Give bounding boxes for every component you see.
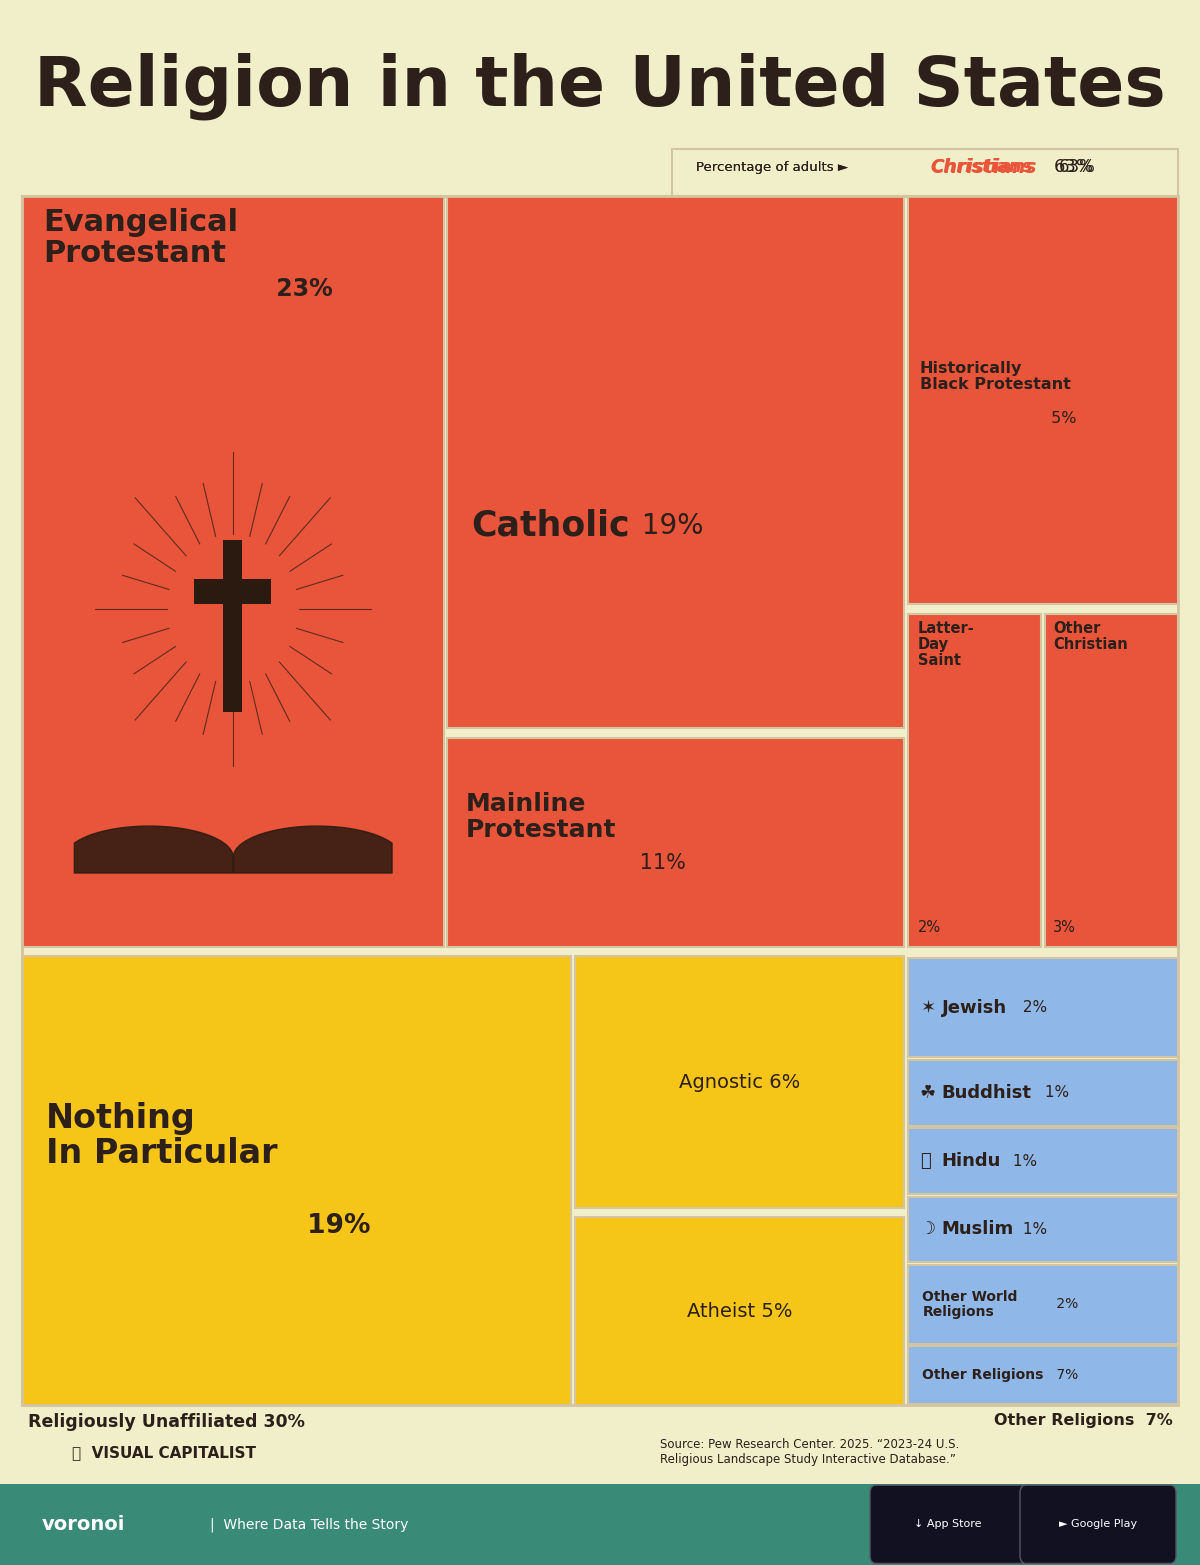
Bar bbox=[575, 956, 905, 1208]
Text: ☘: ☘ bbox=[920, 1085, 936, 1102]
Text: Religiously Unaffiliated 30%: Religiously Unaffiliated 30% bbox=[28, 1413, 305, 1432]
Bar bbox=[908, 1197, 1178, 1263]
Text: 🎭  VISUAL CAPITALIST: 🎭 VISUAL CAPITALIST bbox=[72, 1444, 256, 1460]
Bar bbox=[908, 1265, 1178, 1344]
Text: Agnostic 6%: Agnostic 6% bbox=[679, 1072, 800, 1091]
Text: 5%: 5% bbox=[1046, 412, 1076, 426]
Text: 1%: 1% bbox=[1019, 1222, 1048, 1236]
Bar bbox=[22, 956, 571, 1405]
Text: Nothing
In Particular: Nothing In Particular bbox=[46, 1102, 277, 1169]
Text: Other Religions: Other Religions bbox=[923, 1368, 1044, 1382]
Text: ॐ: ॐ bbox=[920, 1152, 931, 1171]
Text: 2%: 2% bbox=[1019, 1000, 1048, 1016]
Text: Jewish: Jewish bbox=[942, 998, 1007, 1017]
Text: 63%: 63% bbox=[1058, 158, 1096, 177]
FancyBboxPatch shape bbox=[870, 1485, 1026, 1563]
Text: Other World
Religions: Other World Religions bbox=[923, 1290, 1018, 1319]
Bar bbox=[194, 579, 271, 604]
Text: ↓ App Store: ↓ App Store bbox=[914, 1520, 982, 1529]
Bar bbox=[0, 1484, 1200, 1565]
Text: 7%: 7% bbox=[1052, 1368, 1079, 1382]
Bar bbox=[1045, 613, 1178, 947]
Text: Christians: Christians bbox=[930, 158, 1032, 177]
Text: 3%: 3% bbox=[1054, 920, 1076, 934]
Text: Other Religions  7%: Other Religions 7% bbox=[994, 1413, 1172, 1429]
Bar bbox=[22, 196, 444, 947]
Bar bbox=[908, 196, 1178, 604]
Text: Source: Pew Research Center. 2025. “2023-24 U.S.
Religious Landscape Study Inter: Source: Pew Research Center. 2025. “2023… bbox=[660, 1438, 959, 1466]
Text: Latter-
Day
Saint: Latter- Day Saint bbox=[918, 621, 974, 668]
Bar bbox=[908, 1346, 1178, 1404]
Text: ► Google Play: ► Google Play bbox=[1058, 1520, 1138, 1529]
Text: voronoi: voronoi bbox=[42, 1515, 125, 1534]
Polygon shape bbox=[672, 149, 1178, 196]
Text: Percentage of adults ►: Percentage of adults ► bbox=[696, 161, 848, 174]
Text: Mainline
Protestant: Mainline Protestant bbox=[466, 792, 616, 842]
Text: Buddhist: Buddhist bbox=[942, 1085, 1032, 1102]
Text: Catholic: Catholic bbox=[472, 509, 630, 543]
Bar bbox=[22, 196, 1178, 1405]
Bar bbox=[448, 737, 905, 947]
Bar bbox=[223, 540, 242, 712]
Bar bbox=[908, 613, 1042, 947]
Text: ✶: ✶ bbox=[920, 998, 935, 1017]
Text: Muslim: Muslim bbox=[942, 1221, 1014, 1238]
Text: 11%: 11% bbox=[634, 853, 686, 873]
Text: 63%: 63% bbox=[1054, 158, 1093, 177]
Text: Percentage of adults ►: Percentage of adults ► bbox=[696, 161, 848, 174]
Text: Other
Christian: Other Christian bbox=[1054, 621, 1128, 653]
Bar bbox=[448, 196, 905, 728]
Text: 2%: 2% bbox=[918, 920, 941, 934]
Text: 1%: 1% bbox=[1008, 1153, 1037, 1169]
Text: ☽: ☽ bbox=[920, 1221, 936, 1238]
Text: 2%: 2% bbox=[1052, 1297, 1079, 1311]
Text: 19%: 19% bbox=[634, 512, 704, 540]
FancyBboxPatch shape bbox=[1020, 1485, 1176, 1563]
Bar bbox=[908, 958, 1178, 1058]
Bar bbox=[908, 1060, 1178, 1125]
Text: Historically
Black Protestant: Historically Black Protestant bbox=[920, 362, 1070, 393]
Bar bbox=[575, 1218, 905, 1405]
Text: 1%: 1% bbox=[1040, 1086, 1069, 1100]
Text: 19%: 19% bbox=[298, 1213, 370, 1239]
Bar bbox=[908, 1128, 1178, 1194]
Text: Evangelical
Protestant: Evangelical Protestant bbox=[43, 208, 239, 269]
Text: Atheist 5%: Atheist 5% bbox=[686, 1302, 792, 1321]
Text: 23%: 23% bbox=[268, 277, 332, 300]
Text: Hindu: Hindu bbox=[942, 1152, 1001, 1171]
Text: Religion in the United States: Religion in the United States bbox=[34, 52, 1166, 121]
Text: |  Where Data Tells the Story: | Where Data Tells the Story bbox=[210, 1516, 408, 1532]
Text: Christians: Christians bbox=[930, 158, 1037, 177]
